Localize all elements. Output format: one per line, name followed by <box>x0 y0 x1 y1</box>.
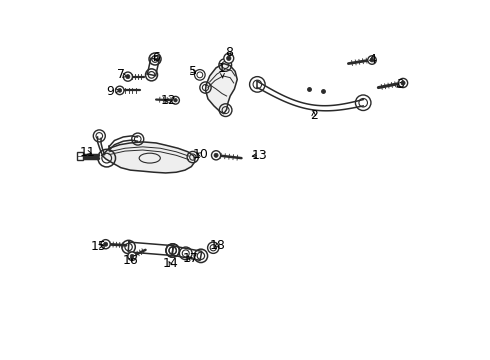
Circle shape <box>101 240 110 249</box>
Text: 14: 14 <box>162 257 178 270</box>
Circle shape <box>118 89 122 92</box>
Circle shape <box>214 153 218 157</box>
Polygon shape <box>205 64 237 114</box>
Text: 12: 12 <box>161 94 176 107</box>
Text: 10: 10 <box>193 148 209 161</box>
Text: 5: 5 <box>189 65 197 78</box>
Text: 6: 6 <box>152 51 160 64</box>
Circle shape <box>128 252 136 260</box>
Text: 18: 18 <box>210 239 225 252</box>
Text: 3: 3 <box>396 78 404 91</box>
Circle shape <box>226 56 231 60</box>
Polygon shape <box>102 142 195 173</box>
Circle shape <box>401 81 405 85</box>
Circle shape <box>224 53 234 63</box>
Circle shape <box>368 56 376 64</box>
Text: 11: 11 <box>80 146 96 159</box>
Circle shape <box>370 58 374 62</box>
Bar <box>77 153 83 160</box>
Text: 16: 16 <box>122 254 138 267</box>
Circle shape <box>172 96 179 104</box>
Circle shape <box>123 72 132 81</box>
Text: 2: 2 <box>310 109 318 122</box>
Circle shape <box>130 254 134 258</box>
Text: 7: 7 <box>117 68 127 81</box>
Circle shape <box>116 86 124 95</box>
Text: 8: 8 <box>225 46 233 59</box>
Text: 15: 15 <box>91 240 106 253</box>
Circle shape <box>126 75 130 79</box>
Text: 17: 17 <box>182 252 198 265</box>
Text: 1: 1 <box>218 62 226 78</box>
Circle shape <box>174 99 177 102</box>
Text: 4: 4 <box>369 53 377 66</box>
Circle shape <box>103 242 108 246</box>
Circle shape <box>212 151 220 160</box>
Circle shape <box>398 78 408 87</box>
Text: 9: 9 <box>106 85 120 98</box>
Text: 13: 13 <box>251 149 267 162</box>
